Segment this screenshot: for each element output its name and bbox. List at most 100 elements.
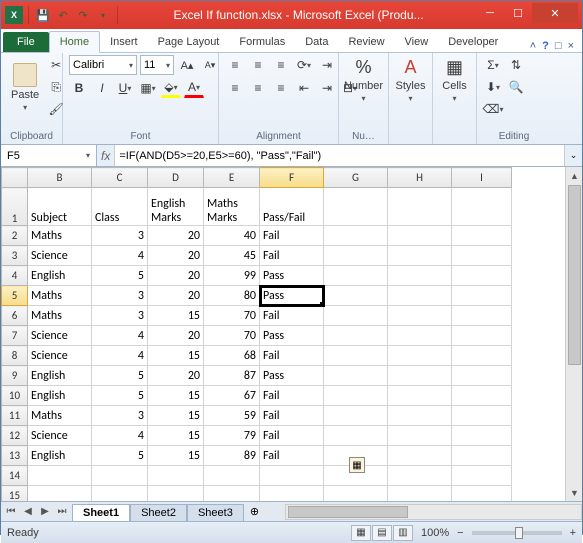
row-header-3[interactable]: 3 — [2, 246, 28, 266]
fill-icon[interactable]: ⬇▾ — [483, 77, 503, 97]
row-header-14[interactable]: 14 — [2, 466, 28, 486]
cell-I7[interactable] — [452, 326, 512, 346]
cell-E1[interactable]: MathsMarks — [204, 188, 260, 226]
cell-H9[interactable] — [388, 366, 452, 386]
align-top-icon[interactable]: ≡ — [225, 55, 245, 75]
cell-C8[interactable]: 4 — [92, 346, 148, 366]
cell-I15[interactable] — [452, 486, 512, 502]
cell-I12[interactable] — [452, 426, 512, 446]
row-header-9[interactable]: 9 — [2, 366, 28, 386]
cell-E11[interactable]: 59 — [204, 406, 260, 426]
cell-B14[interactable] — [28, 466, 92, 486]
tab-view[interactable]: View — [395, 32, 439, 52]
cell-H3[interactable] — [388, 246, 452, 266]
worksheet[interactable]: BCDEFGHI1SubjectClassEnglishMarksMathsMa… — [1, 167, 512, 501]
cell-F14[interactable] — [260, 466, 324, 486]
cell-E7[interactable]: 70 — [204, 326, 260, 346]
normal-view-icon[interactable]: ▦ — [351, 525, 371, 541]
cell-E4[interactable]: 99 — [204, 266, 260, 286]
cell-H2[interactable] — [388, 226, 452, 246]
cell-G11[interactable] — [324, 406, 388, 426]
cell-G8[interactable] — [324, 346, 388, 366]
cell-G1[interactable] — [324, 188, 388, 226]
cell-G15[interactable] — [324, 486, 388, 502]
cell-H15[interactable] — [388, 486, 452, 502]
tab-review[interactable]: Review — [338, 32, 394, 52]
fx-icon[interactable]: fx — [101, 149, 110, 163]
file-tab[interactable]: File — [3, 32, 49, 52]
cell-B5[interactable]: Maths — [28, 286, 92, 306]
last-sheet-icon[interactable]: ⏭ — [54, 506, 70, 517]
autofill-options-icon[interactable]: ▦ — [349, 457, 365, 473]
font-size-select[interactable]: 11▾ — [140, 55, 174, 75]
cell-B4[interactable]: English — [28, 266, 92, 286]
cell-F11[interactable]: Fail — [260, 406, 324, 426]
cell-D6[interactable]: 15 — [148, 306, 204, 326]
sheet-tab-sheet1[interactable]: Sheet1 — [72, 504, 130, 521]
help-icon[interactable]: ? — [542, 40, 549, 52]
tab-data[interactable]: Data — [295, 32, 338, 52]
cell-F15[interactable] — [260, 486, 324, 502]
row-header-11[interactable]: 11 — [2, 406, 28, 426]
row-header-7[interactable]: 7 — [2, 326, 28, 346]
cell-C2[interactable]: 3 — [92, 226, 148, 246]
find-icon[interactable]: 🔍 — [506, 77, 526, 97]
cell-D11[interactable]: 15 — [148, 406, 204, 426]
cell-D1[interactable]: EnglishMarks — [148, 188, 204, 226]
row-header-8[interactable]: 8 — [2, 346, 28, 366]
cell-G9[interactable] — [324, 366, 388, 386]
select-all-corner[interactable] — [2, 168, 28, 188]
cell-B11[interactable]: Maths — [28, 406, 92, 426]
zoom-out-icon[interactable]: − — [457, 527, 463, 539]
cell-D15[interactable] — [148, 486, 204, 502]
vertical-scrollbar[interactable]: ▲ ▼ — [565, 167, 582, 501]
cell-D14[interactable] — [148, 466, 204, 486]
cell-C5[interactable]: 3 — [92, 286, 148, 306]
cell-H13[interactable] — [388, 446, 452, 466]
cell-F10[interactable]: Fail — [260, 386, 324, 406]
cell-I4[interactable] — [452, 266, 512, 286]
minimize-ribbon-icon[interactable]: ˄ — [530, 40, 536, 52]
zoom-level[interactable]: 100% — [421, 527, 449, 539]
cell-B8[interactable]: Science — [28, 346, 92, 366]
cell-C12[interactable]: 4 — [92, 426, 148, 446]
cell-I3[interactable] — [452, 246, 512, 266]
cell-F1[interactable]: Pass/Fail — [260, 188, 324, 226]
page-layout-view-icon[interactable]: ▤ — [372, 525, 392, 541]
cell-H7[interactable] — [388, 326, 452, 346]
tab-page-layout[interactable]: Page Layout — [148, 32, 230, 52]
scroll-down-icon[interactable]: ▼ — [566, 484, 582, 501]
undo-icon[interactable]: ↶ — [54, 6, 72, 24]
cell-E5[interactable]: 80 — [204, 286, 260, 306]
underline-button[interactable]: U▾ — [115, 78, 135, 98]
sheet-tab-sheet2[interactable]: Sheet2 — [130, 504, 187, 521]
row-header-1[interactable]: 1 — [2, 188, 28, 226]
cell-B7[interactable]: Science — [28, 326, 92, 346]
name-box[interactable]: F5▾ — [1, 145, 97, 166]
cell-D8[interactable]: 15 — [148, 346, 204, 366]
row-header-6[interactable]: 6 — [2, 306, 28, 326]
cell-H6[interactable] — [388, 306, 452, 326]
font-name-select[interactable]: Calibri▾ — [69, 55, 137, 75]
border-icon[interactable]: ▦▾ — [138, 78, 158, 98]
cell-E12[interactable]: 79 — [204, 426, 260, 446]
maximize-button[interactable]: ☐ — [504, 3, 532, 23]
shrink-font-icon[interactable]: A▾ — [200, 55, 220, 75]
expand-formula-bar-icon[interactable]: ⌄ — [564, 145, 582, 166]
cell-D5[interactable]: 20 — [148, 286, 204, 306]
cell-E14[interactable] — [204, 466, 260, 486]
cell-B13[interactable]: English — [28, 446, 92, 466]
cell-C1[interactable]: Class — [92, 188, 148, 226]
col-header-D[interactable]: D — [148, 168, 204, 188]
cell-H8[interactable] — [388, 346, 452, 366]
cell-E8[interactable]: 68 — [204, 346, 260, 366]
cell-B12[interactable]: Science — [28, 426, 92, 446]
cell-D13[interactable]: 15 — [148, 446, 204, 466]
cell-F3[interactable]: Fail — [260, 246, 324, 266]
font-color-icon[interactable]: A▾ — [184, 78, 204, 98]
cell-F5[interactable]: Pass — [260, 286, 324, 306]
close-button[interactable]: ✕ — [532, 3, 578, 23]
cell-I13[interactable] — [452, 446, 512, 466]
col-header-E[interactable]: E — [204, 168, 260, 188]
cell-I14[interactable] — [452, 466, 512, 486]
